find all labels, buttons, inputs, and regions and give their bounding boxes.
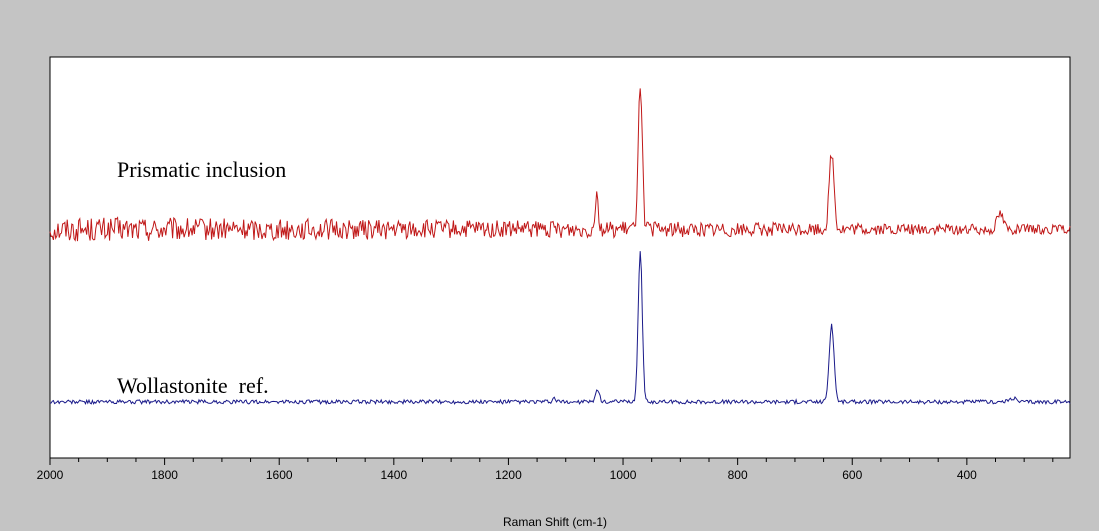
x-tick-label: 600	[842, 468, 862, 482]
x-tick-label: 1600	[266, 468, 293, 482]
x-tick-label: 400	[957, 468, 977, 482]
series-label-wollastonite: Wollastonite ref.	[117, 373, 269, 398]
x-tick-label: 1800	[151, 468, 178, 482]
x-tick-label: 2000	[37, 468, 64, 482]
x-axis-ticks: 2000 1800 1600 1400 1200 1000 800 600 400	[37, 458, 1054, 482]
series-line-wollastonite-ref	[49, 251, 1071, 406]
x-tick-label: 800	[728, 468, 748, 482]
x-tick-label: 1200	[495, 468, 522, 482]
x-tick-label: 1400	[380, 468, 407, 482]
series-line-prismatic-inclusion	[49, 88, 1071, 242]
series-label-prismatic: Prismatic inclusion	[117, 157, 286, 182]
x-tick-label: 1000	[610, 468, 637, 482]
x-axis-label: Raman Shift (cm-1)	[503, 515, 607, 529]
plot-area	[49, 56, 1071, 459]
